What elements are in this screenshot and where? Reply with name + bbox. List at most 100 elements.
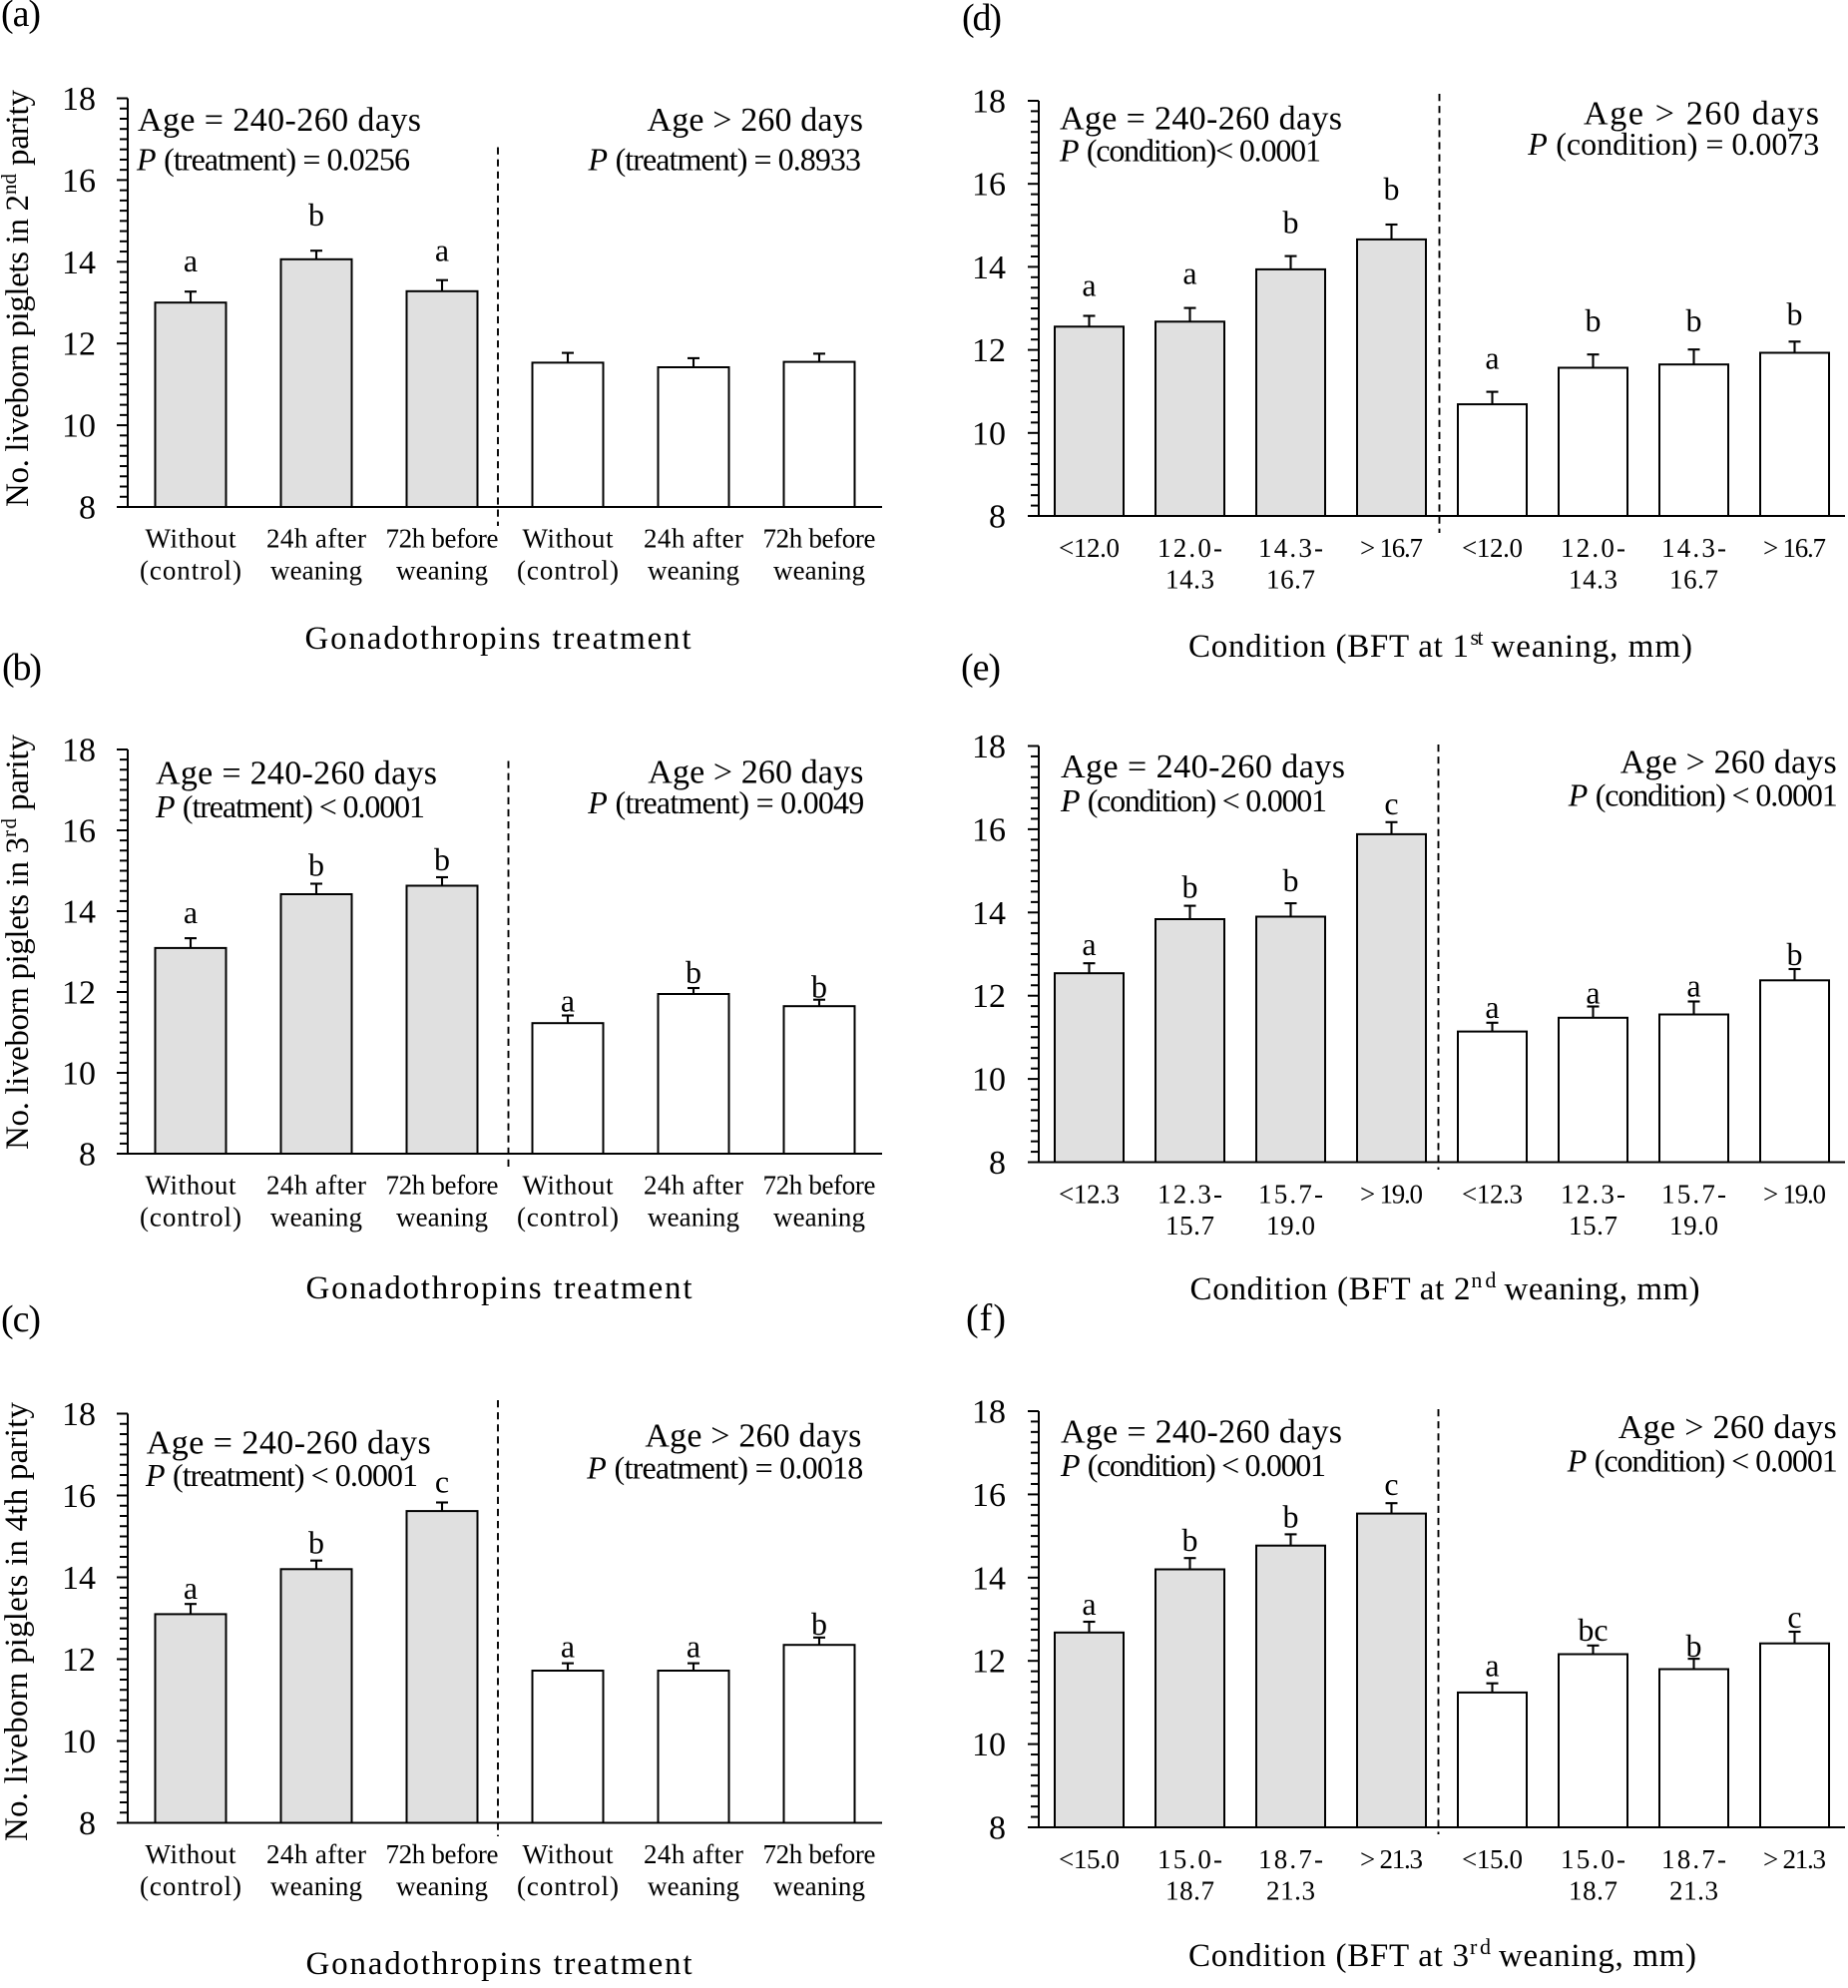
svg-text:19.0: 19.0 xyxy=(1669,1211,1718,1241)
svg-text:16: 16 xyxy=(972,167,1006,204)
svg-text:18: 18 xyxy=(62,81,96,118)
svg-text:72h before: 72h before xyxy=(386,524,499,554)
svg-text:(treatment) = 0.0018: (treatment) = 0.0018 xyxy=(607,1449,863,1485)
svg-text:weaning: weaning xyxy=(396,1203,488,1233)
svg-text:a: a xyxy=(1485,340,1499,376)
svg-text:a: a xyxy=(1485,989,1499,1025)
svg-text:b: b xyxy=(1686,302,1702,338)
svg-text:(condition)< 0.0001: (condition)< 0.0001 xyxy=(1080,132,1321,168)
svg-text:No. liveborn piglets in 2: No. liveborn piglets in 2 xyxy=(0,195,36,507)
svg-text:c: c xyxy=(1384,1466,1398,1502)
svg-text:b: b xyxy=(1787,295,1803,331)
svg-text:8: 8 xyxy=(989,1810,1006,1847)
svg-text:Age = 240-260 days: Age = 240-260 days xyxy=(1061,748,1345,785)
svg-text:> 16.7: > 16.7 xyxy=(1360,533,1423,563)
svg-text:b: b xyxy=(1182,869,1198,905)
svg-text:14: 14 xyxy=(62,245,96,281)
svg-text:10: 10 xyxy=(62,1724,96,1760)
svg-text:8: 8 xyxy=(79,1137,96,1174)
svg-text:72h before: 72h before xyxy=(386,1839,499,1869)
svg-text:P: P xyxy=(1059,132,1080,168)
svg-text:Age > 260 days: Age > 260 days xyxy=(648,754,863,791)
svg-text:(control): (control) xyxy=(140,1871,241,1901)
svg-text:No. liveborn piglets in 4th pa: No. liveborn piglets in 4th parity xyxy=(0,1402,35,1842)
svg-text:a: a xyxy=(184,894,198,930)
svg-text:P: P xyxy=(136,141,157,177)
svg-text:P: P xyxy=(1060,782,1081,818)
svg-text:(f): (f) xyxy=(966,1297,1006,1339)
svg-text:P: P xyxy=(1060,1447,1081,1483)
svg-text:a: a xyxy=(1082,267,1096,303)
svg-text:Condition (BFT at 2: Condition (BFT at 2 xyxy=(1190,1271,1471,1307)
svg-text:14.3: 14.3 xyxy=(1569,565,1617,595)
svg-text:(e): (e) xyxy=(961,647,1001,689)
svg-text:(control): (control) xyxy=(140,556,241,586)
svg-text:18: 18 xyxy=(62,1396,96,1433)
svg-text:Without: Without xyxy=(146,524,236,554)
svg-text:18: 18 xyxy=(62,733,96,769)
svg-text:12.0-: 12.0- xyxy=(1157,533,1222,563)
svg-text:a: a xyxy=(1586,975,1600,1011)
svg-text:> 21.3: > 21.3 xyxy=(1360,1844,1423,1874)
svg-text:c: c xyxy=(435,1464,449,1500)
svg-text:weaning: weaning xyxy=(648,556,739,586)
svg-text:21.3: 21.3 xyxy=(1266,1876,1315,1906)
svg-text:st: st xyxy=(1471,625,1484,650)
svg-text:10: 10 xyxy=(972,415,1006,452)
svg-text:12: 12 xyxy=(62,1642,96,1679)
svg-text:Age > 260 days: Age > 260 days xyxy=(1620,745,1837,781)
svg-text:(c): (c) xyxy=(1,1298,41,1340)
svg-text:c: c xyxy=(1384,785,1398,821)
svg-text:Without: Without xyxy=(523,524,614,554)
svg-text:(condition) < 0.0001: (condition) < 0.0001 xyxy=(1588,1443,1838,1479)
svg-text:weaning, mm): weaning, mm) xyxy=(1491,629,1692,665)
svg-text:<15.0: <15.0 xyxy=(1059,1844,1120,1874)
svg-text:weaning, mm): weaning, mm) xyxy=(1499,1938,1696,1974)
svg-text:19.0: 19.0 xyxy=(1266,1211,1315,1241)
svg-text:<12.0: <12.0 xyxy=(1059,533,1120,563)
svg-text:72h before: 72h before xyxy=(763,1171,876,1201)
svg-text:weaning: weaning xyxy=(773,556,865,586)
svg-text:a: a xyxy=(1182,255,1196,291)
svg-text:a: a xyxy=(561,1629,575,1665)
svg-text:12: 12 xyxy=(62,326,96,363)
svg-text:rd: rd xyxy=(0,818,21,838)
svg-text:(treatment) = 0.0256: (treatment) = 0.0256 xyxy=(157,141,410,177)
svg-text:a: a xyxy=(1686,968,1700,1004)
svg-text:14: 14 xyxy=(62,1560,96,1597)
svg-text:<12.3: <12.3 xyxy=(1059,1180,1120,1210)
svg-text:10: 10 xyxy=(972,1727,1006,1763)
svg-text:Age = 240-260 days: Age = 240-260 days xyxy=(156,755,437,792)
svg-text:24h after: 24h after xyxy=(644,1171,743,1201)
svg-text:16: 16 xyxy=(62,813,96,850)
svg-text:weaning: weaning xyxy=(270,556,362,586)
svg-text:Gonadothropins treatment: Gonadothropins treatment xyxy=(306,1946,693,1982)
svg-text:12: 12 xyxy=(972,1644,1006,1681)
svg-text:(condition) = 0.0073: (condition) = 0.0073 xyxy=(1548,126,1819,162)
svg-text:16: 16 xyxy=(62,1478,96,1515)
svg-text:b: b xyxy=(811,969,827,1005)
svg-text:b: b xyxy=(1283,205,1299,241)
svg-text:18: 18 xyxy=(972,729,1006,765)
svg-text:8: 8 xyxy=(79,490,96,527)
svg-text:a: a xyxy=(1082,1586,1096,1622)
svg-text:b: b xyxy=(1283,862,1299,898)
svg-text:a: a xyxy=(561,983,575,1019)
svg-text:b: b xyxy=(686,954,701,990)
svg-text:15.0-: 15.0- xyxy=(1561,1844,1625,1874)
svg-text:> 19.0: > 19.0 xyxy=(1763,1180,1826,1210)
svg-text:14: 14 xyxy=(972,1560,1006,1597)
svg-text:Age > 260 days: Age > 260 days xyxy=(1584,96,1819,133)
svg-text:10: 10 xyxy=(62,1056,96,1093)
svg-text:Age > 260 days: Age > 260 days xyxy=(645,1418,861,1455)
svg-text:b: b xyxy=(1384,171,1400,207)
svg-text:72h before: 72h before xyxy=(763,1839,876,1869)
svg-text:b: b xyxy=(811,1606,827,1642)
svg-text:18: 18 xyxy=(972,84,1006,121)
svg-text:> 16.7: > 16.7 xyxy=(1763,533,1826,563)
svg-text:weaning: weaning xyxy=(648,1203,739,1233)
svg-text:a: a xyxy=(1082,926,1096,962)
svg-text:15.7-: 15.7- xyxy=(1258,1180,1323,1210)
svg-text:14.3-: 14.3- xyxy=(1258,533,1323,563)
svg-text:(b): (b) xyxy=(2,647,42,689)
